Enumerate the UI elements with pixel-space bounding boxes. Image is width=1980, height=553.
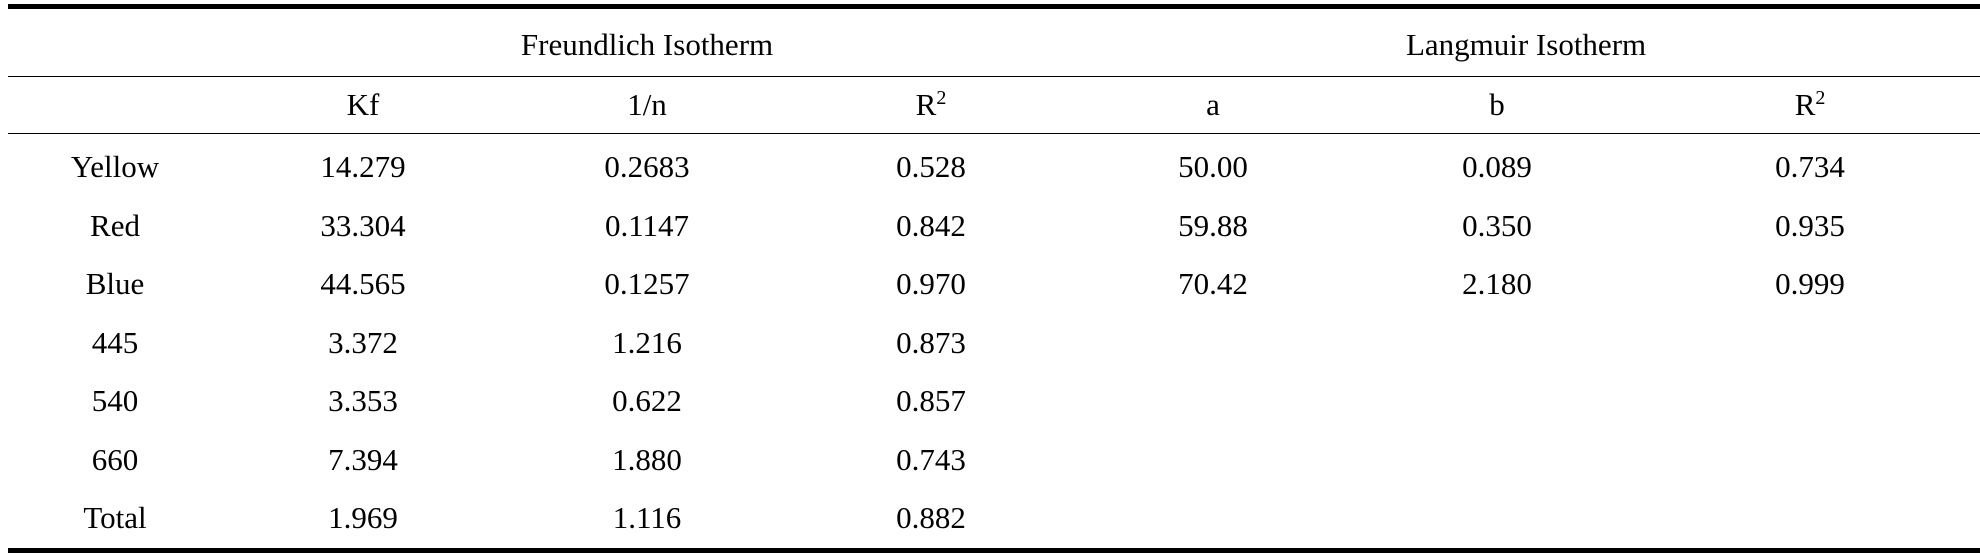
langmuir-group-header: Langmuir Isotherm (1072, 6, 1980, 77)
r2-langmuir-cell: 0.999 (1775, 266, 1845, 302)
group-header-row: Freundlich Isotherm Langmuir Isotherm (8, 6, 1980, 77)
table-header: Freundlich Isotherm Langmuir Isotherm Kf… (8, 6, 1980, 134)
r2-langmuir-cell (1640, 489, 1980, 550)
kf-header: Kf (222, 76, 504, 134)
one-over-n-cell: 0.1147 (604, 207, 690, 243)
r2-freundlich-cell: 0.857 (896, 383, 966, 419)
table-row: 660 7.394 1.880 0.743 (8, 431, 1980, 490)
kf-cell: 3.372 (328, 324, 398, 360)
a-header: a (1072, 76, 1355, 134)
table-row: Red 33.304 0.1147 0.842 59.88 0.350 0.93… (8, 197, 1980, 256)
one-over-n-cell: 0.622 (612, 383, 682, 419)
r2-langmuir-header: R2 (1640, 76, 1980, 134)
table-row: 445 3.372 1.216 0.873 (8, 314, 1980, 373)
kf-cell: 33.304 (320, 207, 406, 243)
row-label: 540 (91, 383, 139, 419)
b-cell: 2.180 (1462, 266, 1532, 302)
r2-langmuir-base: R (1794, 87, 1816, 122)
table-row: Yellow 14.279 0.2683 0.528 50.00 0.089 0… (8, 134, 1980, 197)
r2-freundlich-cell: 0.528 (896, 149, 966, 185)
b-cell: 0.350 (1462, 207, 1532, 243)
isotherm-table: Freundlich Isotherm Langmuir Isotherm Kf… (8, 4, 1980, 553)
r2-langmuir-cell (1640, 372, 1980, 431)
one-over-n-cell: 0.1257 (604, 266, 690, 302)
b-cell (1354, 314, 1640, 373)
b-cell (1354, 372, 1640, 431)
one-over-n-cell: 1.880 (612, 441, 682, 477)
kf-cell: 3.353 (328, 383, 398, 419)
r2-freundlich-superscript: 2 (936, 87, 947, 109)
row-label: Total (83, 500, 147, 536)
table-row: Blue 44.565 0.1257 0.970 70.42 2.180 0.9… (8, 255, 1980, 314)
r2-freundlich-cell: 0.970 (896, 266, 966, 302)
b-cell (1354, 431, 1640, 490)
r2-freundlich-cell: 0.873 (896, 324, 966, 360)
a-cell (1072, 314, 1354, 373)
a-cell (1072, 431, 1354, 490)
table-body: Yellow 14.279 0.2683 0.528 50.00 0.089 0… (8, 134, 1980, 551)
kf-cell: 1.969 (328, 500, 398, 536)
r2-freundlich-base: R (915, 87, 937, 122)
kf-cell: 7.394 (328, 441, 398, 477)
r2-freundlich-header: R2 (790, 76, 1073, 134)
b-cell (1354, 489, 1640, 550)
empty-label-header (8, 76, 222, 134)
one-over-n-cell: 1.216 (612, 324, 682, 360)
kf-cell: 14.279 (320, 149, 406, 185)
row-label: 445 (91, 324, 139, 360)
one-over-n-header: 1/n (504, 76, 790, 134)
table-row: 540 3.353 0.622 0.857 (8, 372, 1980, 431)
one-over-n-cell: 1.116 (612, 500, 682, 536)
subheader-row: Kf 1/n R2 a b R2 (8, 76, 1980, 134)
r2-langmuir-cell: 0.935 (1775, 207, 1845, 243)
a-cell: 59.88 (1178, 207, 1248, 243)
a-cell (1072, 489, 1354, 550)
r2-langmuir-cell (1640, 314, 1980, 373)
a-cell (1072, 372, 1354, 431)
r2-langmuir-superscript: 2 (1815, 87, 1826, 109)
kf-cell: 44.565 (320, 266, 406, 302)
empty-corner-cell (8, 6, 222, 77)
b-header: b (1354, 76, 1641, 134)
a-cell: 50.00 (1178, 149, 1248, 185)
r2-freundlich-cell: 0.842 (896, 207, 966, 243)
r2-langmuir-cell: 0.734 (1775, 149, 1845, 185)
b-cell: 0.089 (1462, 149, 1532, 185)
r2-freundlich-cell: 0.882 (896, 500, 966, 536)
one-over-n-cell: 0.2683 (604, 149, 690, 185)
row-label: Blue (85, 266, 145, 302)
r2-langmuir-cell (1640, 431, 1980, 490)
row-label: 660 (91, 441, 139, 477)
freundlich-group-header: Freundlich Isotherm (222, 6, 1073, 77)
a-cell: 70.42 (1178, 266, 1248, 302)
row-label: Red (90, 207, 140, 243)
table-row: Total 1.969 1.116 0.882 (8, 489, 1980, 550)
r2-freundlich-cell: 0.743 (896, 441, 966, 477)
row-label: Yellow (70, 149, 160, 185)
